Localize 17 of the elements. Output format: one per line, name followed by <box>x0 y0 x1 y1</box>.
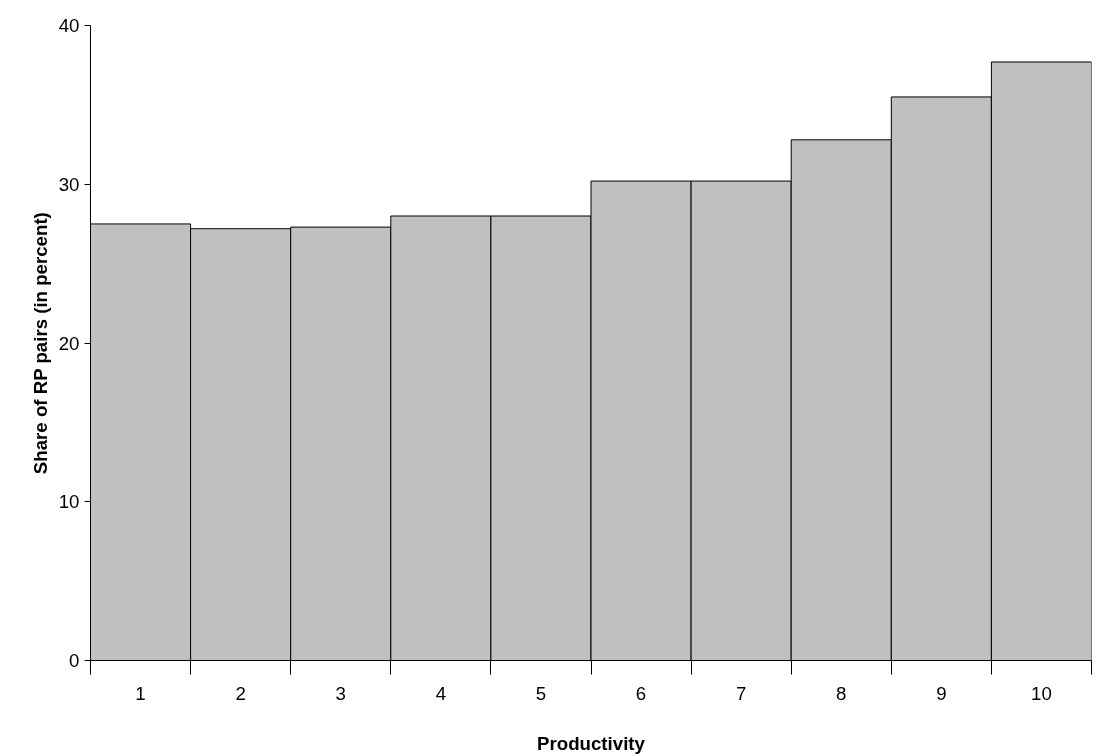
x-tick-label: 6 <box>635 682 647 704</box>
y-axis-title: Share of RP pairs (in percent) <box>29 212 51 475</box>
x-tick-label: 10 <box>1031 682 1052 704</box>
x-tick-label: 2 <box>235 682 246 704</box>
y-tick-label: 0 <box>69 650 80 671</box>
x-tick-label: 3 <box>335 682 346 704</box>
y-tick-label: 30 <box>58 173 80 195</box>
x-tick-label: 8 <box>836 682 847 704</box>
y-tick-label: 10 <box>58 491 80 513</box>
x-tick-label: 7 <box>735 682 747 704</box>
x-tick-label: 4 <box>435 682 447 704</box>
x-axis-title: Productivity <box>537 732 646 754</box>
y-tick-label: 40 <box>58 15 80 36</box>
x-tick-label: 5 <box>535 682 547 704</box>
x-tick-label: 9 <box>936 682 947 704</box>
y-tick-label: 20 <box>58 332 80 354</box>
x-tick-label: 1 <box>135 682 146 704</box>
